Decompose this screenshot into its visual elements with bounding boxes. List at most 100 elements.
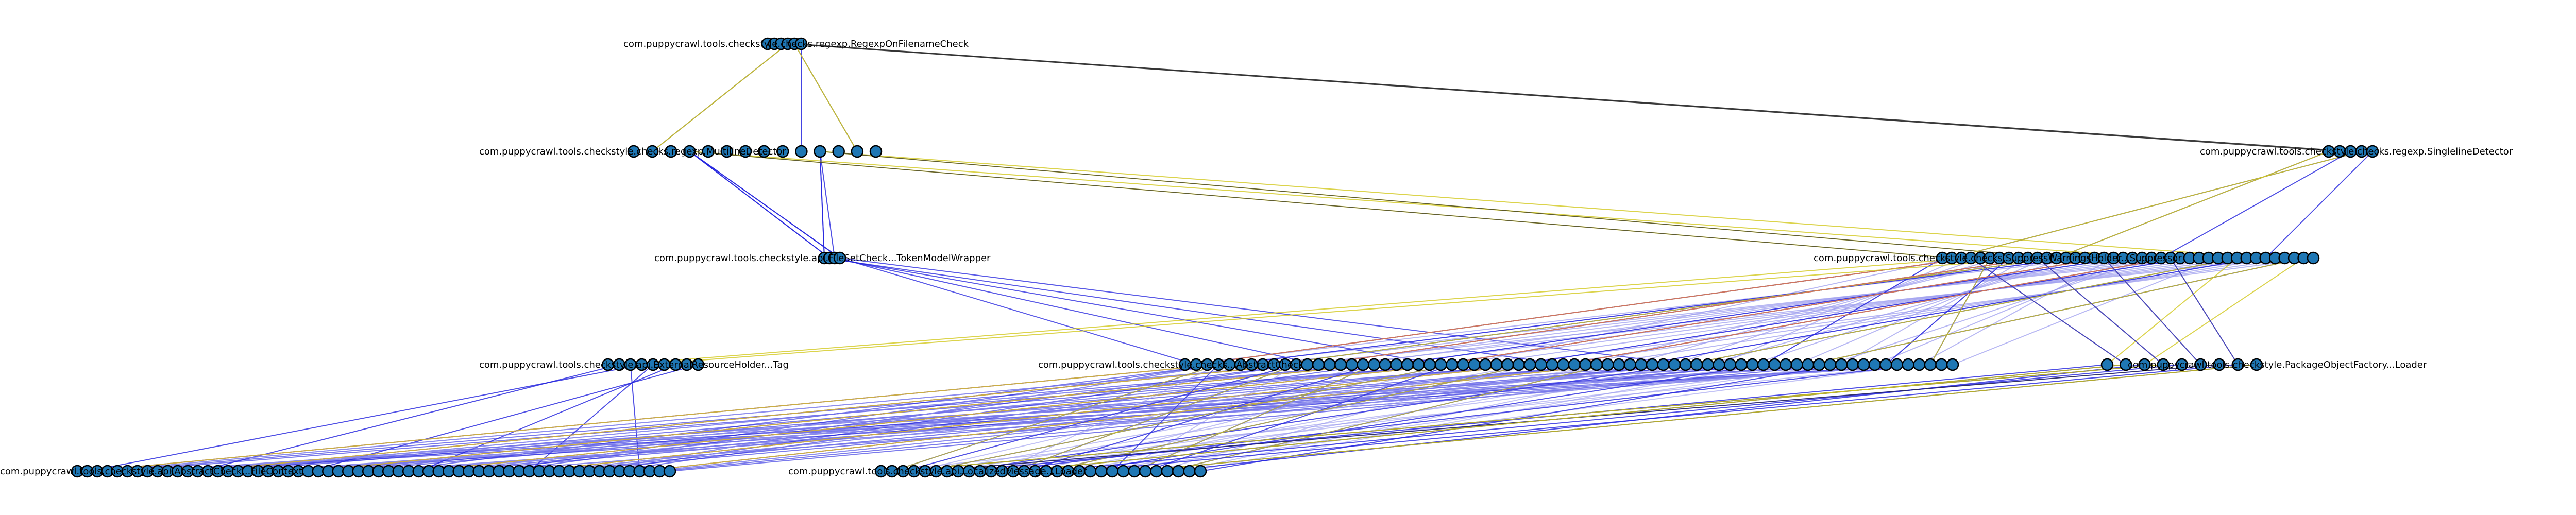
layer-label-object-factory-loader: com.puppycrawl.tools.checkstyle.PackageO… — [2128, 359, 2427, 370]
class-node-16 — [814, 145, 826, 158]
dependency-edge-203 — [1178, 364, 1686, 472]
class-node-151 — [2157, 358, 2170, 371]
dependency-edge-47 — [1596, 258, 2276, 365]
dependency-edge-168 — [318, 364, 1452, 472]
dependency-edge-50 — [1184, 258, 2095, 365]
dependency-edge-150 — [338, 364, 1608, 472]
class-node-116 — [1601, 358, 1614, 371]
class-node-153 — [2194, 358, 2207, 371]
class-node-99 — [1412, 358, 1425, 371]
dependency-edge-29 — [824, 258, 1564, 365]
dependency-edge-91 — [1929, 258, 1991, 365]
class-node-126 — [1713, 358, 1725, 371]
class-node-216 — [663, 465, 676, 478]
class-node-128 — [1735, 358, 1748, 371]
dependency-edge-45 — [1351, 258, 2142, 365]
class-node-156 — [2250, 358, 2263, 371]
dependency-edge-110 — [197, 364, 620, 472]
class-node-9 — [683, 145, 696, 158]
dependency-edge-79 — [1396, 258, 2123, 365]
dependency-edge-82 — [1763, 258, 1943, 365]
dependency-edge-23 — [2265, 151, 2373, 259]
class-node-110 — [1534, 358, 1548, 371]
class-node-141 — [1879, 358, 1892, 371]
layer-label-localized-message-loader: com.puppycrawl.tools.checkstyle.api.Loca… — [788, 466, 1087, 477]
dependency-edge-19 — [820, 151, 2057, 259]
class-node-68 — [2307, 251, 2320, 265]
class-node-131 — [1768, 358, 1781, 371]
class-node-28 — [833, 251, 846, 265]
class-node-17 — [832, 145, 845, 158]
dependency-edge-250 — [1013, 364, 2126, 472]
class-node-103 — [1456, 358, 1470, 371]
class-node-135 — [1812, 358, 1826, 371]
dependency-edge-228 — [903, 364, 1297, 472]
dependency-edge-56 — [1919, 258, 2114, 365]
dependency-edge-166 — [97, 364, 1297, 472]
dependency-edge-181 — [87, 364, 1218, 472]
class-node-241 — [1139, 465, 1152, 478]
class-node-6 — [627, 145, 640, 158]
dependency-edge-26 — [839, 258, 1196, 365]
dependency-edge-98 — [641, 258, 2038, 365]
class-node-90 — [1312, 358, 1325, 371]
dependency-edge-234 — [925, 364, 1452, 472]
dependency-edge-212 — [947, 364, 1608, 472]
class-node-137 — [1835, 358, 1848, 371]
dependency-edge-81 — [1641, 258, 2257, 365]
layer-label-resource-holder-tag: com.puppycrawl.tools.checkstyle.api.Exte… — [479, 359, 789, 370]
dependency-edge-231 — [892, 364, 1219, 472]
class-node-154 — [2213, 358, 2226, 371]
class-node-7 — [646, 145, 659, 158]
dependency-edge-6 — [794, 43, 858, 152]
dependency-edge-24 — [1952, 151, 2362, 259]
dependency-edge-211 — [1156, 364, 1530, 472]
class-node-136 — [1824, 358, 1837, 371]
class-node-12 — [739, 145, 752, 158]
dependency-edge-209 — [913, 364, 1375, 472]
dependency-edge-233 — [1134, 364, 1375, 472]
dependency-edge-184 — [418, 364, 1452, 472]
layer-label-token-model-wrapper: com.puppycrawl.tools.checkstyle.api.File… — [654, 253, 991, 264]
dependency-edge-235 — [1046, 364, 1530, 472]
dependency-edge-183 — [308, 364, 1375, 472]
dependency-edge-10 — [819, 151, 835, 259]
class-node-92 — [1334, 358, 1347, 371]
class-node-238 — [1106, 465, 1119, 478]
dependency-edge-97 — [619, 258, 1971, 365]
dependency-edge-60 — [1630, 258, 2000, 365]
dependency-edge-149 — [228, 364, 1530, 472]
class-node-140 — [1868, 358, 1882, 371]
dependency-edge-51 — [1307, 258, 2161, 365]
class-node-240 — [1128, 465, 1141, 478]
class-node-101 — [1434, 358, 1447, 371]
class-node-145 — [1924, 358, 1937, 371]
class-node-148 — [2100, 358, 2114, 371]
layer-label-singleline-detector: com.puppycrawl.tools.checkstyle.checks.r… — [2200, 146, 2513, 157]
dependency-edge-17 — [820, 151, 2266, 259]
class-node-245 — [1183, 465, 1196, 478]
class-node-147 — [1946, 358, 1959, 371]
dependency-edge-12 — [819, 151, 825, 259]
layer-label-multiline-detector: com.puppycrawl.tools.checkstyle.checks.r… — [479, 146, 786, 157]
node-layer — [71, 37, 2379, 478]
class-node-106 — [1490, 358, 1503, 371]
dependency-edge-90 — [1808, 258, 2304, 365]
edge-layer — [87, 43, 2373, 472]
class-node-243 — [1161, 465, 1174, 478]
class-node-108 — [1512, 358, 1526, 371]
dependency-edge-18 — [689, 151, 1952, 259]
dependency-edge-5 — [652, 43, 788, 152]
class-node-102 — [1446, 358, 1459, 371]
class-node-125 — [1701, 358, 1715, 371]
dependency-edge-244 — [1079, 364, 2238, 472]
dependency-edge-84 — [1229, 258, 2076, 365]
dependency-edge-229 — [1024, 364, 1375, 472]
class-node-239 — [1117, 465, 1130, 478]
layer-label-regexp-on-filename-check: com.puppycrawl.tools.checkstyle.checks.r… — [623, 39, 969, 49]
dependency-edge-223 — [958, 364, 1686, 472]
class-node-18 — [851, 145, 864, 158]
class-node-121 — [1657, 358, 1670, 371]
dependency-edge-30 — [839, 258, 1686, 365]
